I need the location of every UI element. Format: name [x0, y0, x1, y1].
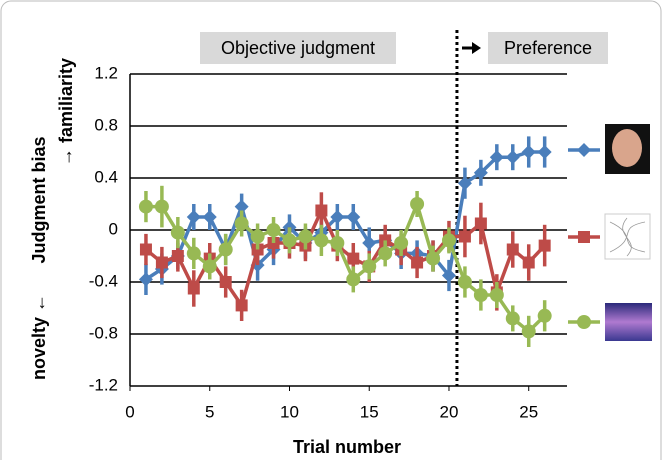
- marker: [441, 233, 456, 248]
- marker: [457, 275, 472, 289]
- marker: [219, 276, 232, 288]
- marker: [441, 268, 456, 283]
- y-tick-label: -0.4: [89, 271, 118, 290]
- y-tick-label: 0: [109, 219, 118, 238]
- legend-image: [609, 217, 646, 257]
- legend-image: [612, 129, 642, 167]
- marker: [250, 229, 265, 244]
- marker: [346, 210, 361, 224]
- marker: [522, 256, 535, 269]
- marker: [138, 272, 153, 287]
- marker: [505, 150, 520, 165]
- marker: [346, 272, 361, 287]
- marker: [170, 225, 185, 240]
- marker: [234, 216, 249, 231]
- marker: [187, 282, 200, 295]
- marker: [426, 251, 441, 266]
- legend: [604, 124, 652, 341]
- x-tick-label: 10: [280, 402, 299, 421]
- annotation: Preference: [504, 38, 592, 58]
- marker: [186, 246, 201, 261]
- marker: [505, 311, 520, 326]
- annotation-arrow: [462, 42, 481, 54]
- marker: [473, 165, 488, 180]
- marker: [521, 324, 536, 339]
- marker: [138, 199, 153, 214]
- marker: [155, 256, 168, 269]
- marker: [538, 239, 551, 252]
- x-tick-label: 25: [519, 402, 538, 421]
- marker: [202, 210, 217, 224]
- y-axis-label-bottom: novelty ←: [29, 294, 49, 380]
- x-tick-label: 20: [440, 402, 459, 421]
- marker: [315, 204, 328, 217]
- x-tick-label: 5: [205, 402, 214, 421]
- marker: [411, 256, 424, 269]
- marker: [378, 246, 393, 261]
- y-tick-label: 1.2: [94, 63, 118, 82]
- marker: [218, 242, 233, 257]
- legend-marker: [577, 143, 591, 157]
- x-tick-label: 0: [125, 402, 134, 421]
- marker: [266, 223, 281, 237]
- marker: [489, 150, 504, 165]
- marker: [362, 259, 377, 274]
- marker: [154, 199, 169, 214]
- marker: [314, 233, 329, 248]
- x-axis-label: Trial number: [293, 437, 401, 457]
- marker: [139, 243, 152, 256]
- marker: [458, 230, 471, 243]
- marker: [394, 236, 409, 250]
- marker: [235, 299, 248, 312]
- y-axis-label-top: → familiarity: [56, 58, 76, 166]
- annotation-box: [488, 32, 608, 64]
- annotation-box: [200, 32, 396, 64]
- legend-marker: [577, 315, 591, 329]
- marker: [347, 252, 360, 265]
- marker: [537, 145, 552, 159]
- marker: [282, 233, 297, 248]
- marker: [362, 236, 377, 250]
- marker: [202, 259, 217, 274]
- marker: [521, 145, 536, 159]
- marker: [186, 210, 201, 224]
- legend-image: [605, 303, 652, 341]
- legend-marker: [578, 231, 590, 243]
- marker: [410, 197, 425, 211]
- marker: [473, 288, 488, 302]
- marker: [171, 250, 184, 262]
- y-tick-label: 0.8: [94, 115, 118, 134]
- annotation: Objective judgment: [221, 38, 375, 58]
- marker: [330, 210, 345, 224]
- marker: [474, 217, 487, 230]
- marker: [457, 176, 472, 191]
- legend-image: [604, 213, 651, 260]
- marker: [506, 243, 519, 256]
- y-tick-label: -0.8: [89, 323, 118, 342]
- y-tick-label: 0.4: [94, 167, 118, 186]
- x-tick-label: 15: [360, 402, 379, 421]
- marker: [537, 308, 552, 323]
- marker: [234, 199, 249, 214]
- marker: [298, 229, 313, 244]
- y-axis-label: Judgment bias: [29, 136, 49, 263]
- y-tick-label: -1.2: [89, 375, 118, 394]
- marker: [489, 288, 504, 302]
- marker: [330, 236, 345, 250]
